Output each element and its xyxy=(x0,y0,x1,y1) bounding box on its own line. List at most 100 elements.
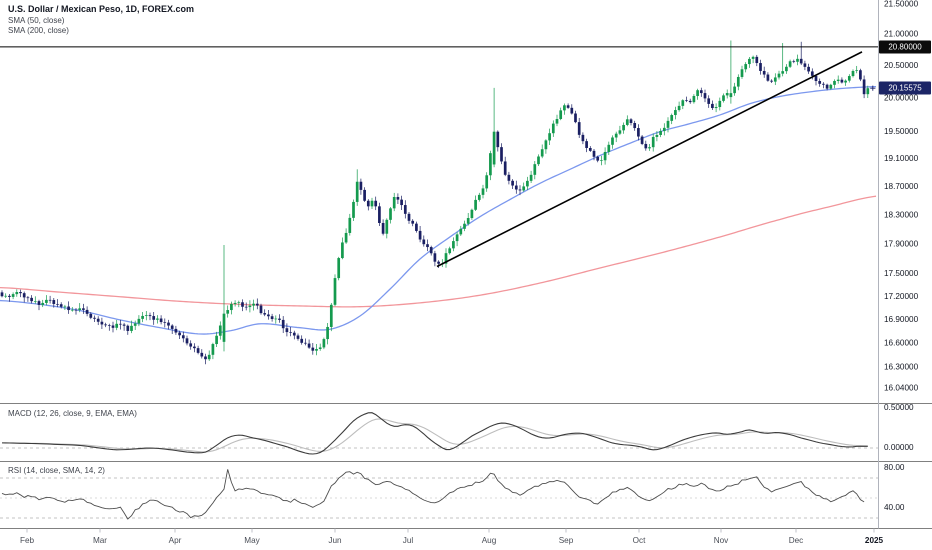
candle-body xyxy=(681,100,685,106)
candle-body xyxy=(740,69,744,77)
time-tick-label: Dec xyxy=(789,536,804,545)
candle-body xyxy=(429,247,433,254)
candle-body xyxy=(96,318,100,322)
time-tick-label: Jul xyxy=(403,536,414,545)
candle-body xyxy=(574,113,577,123)
candle-body xyxy=(807,66,810,72)
candle-body xyxy=(651,136,655,148)
candle-body xyxy=(540,149,544,157)
candle-body xyxy=(85,309,89,314)
candle-body xyxy=(244,306,248,308)
candle-body xyxy=(703,93,707,99)
sma50-legend[interactable]: SMA (50, close) xyxy=(8,16,65,25)
candle-body xyxy=(847,76,851,81)
candle-body xyxy=(126,325,130,331)
macd-tick-label: 0.50000 xyxy=(884,403,914,412)
panel-frame xyxy=(0,0,932,529)
sma200-line xyxy=(0,195,877,308)
candle-body xyxy=(133,323,137,326)
time-tick-label: Feb xyxy=(20,536,35,545)
candle-body xyxy=(82,308,85,310)
candle-body xyxy=(533,164,537,175)
candle-body xyxy=(548,133,551,141)
candle-body xyxy=(200,352,204,357)
candle-body xyxy=(600,160,603,161)
macd-signal-line xyxy=(1,418,868,453)
candle-body xyxy=(836,79,840,81)
candle-body xyxy=(26,297,30,299)
macd-panel[interactable] xyxy=(0,412,878,455)
candle-body xyxy=(696,90,699,97)
candle-body xyxy=(111,325,115,328)
trendline-drawing[interactable] xyxy=(436,51,863,268)
candles[interactable] xyxy=(0,40,870,365)
candle-body xyxy=(281,319,285,329)
candle-body xyxy=(119,323,122,325)
candle-body xyxy=(418,230,422,240)
candle-body xyxy=(137,318,141,324)
candle-body xyxy=(8,295,11,297)
candle-body xyxy=(840,79,844,83)
candle-body xyxy=(426,244,429,248)
candle-body xyxy=(156,318,159,320)
candle-body xyxy=(170,325,174,329)
candle-body xyxy=(666,120,670,128)
candle-body xyxy=(529,174,533,181)
candle-body xyxy=(267,314,270,317)
candle-body xyxy=(770,80,773,82)
time-tick-label: Nov xyxy=(714,536,729,545)
symbol-title[interactable]: U.S. Dollar / Mexican Peso, 1D, FOREX.co… xyxy=(8,4,194,14)
candle-body xyxy=(59,304,63,307)
candle-body xyxy=(74,309,78,311)
candle-body xyxy=(241,302,244,307)
time-tick-label: Apr xyxy=(169,536,182,545)
candle-body xyxy=(644,143,648,149)
candle-body xyxy=(185,338,189,344)
candle-body xyxy=(822,83,825,85)
candle-body xyxy=(15,292,19,295)
candle-body xyxy=(526,180,529,187)
candle-body xyxy=(322,339,326,348)
candle-body xyxy=(674,110,677,116)
candle-body xyxy=(326,326,329,340)
time-axis[interactable]: Feb Mar Apr May Jun Jul Aug Sep Oct Nov Dec 2025 xyxy=(20,528,884,546)
rsi-panel[interactable] xyxy=(0,469,878,520)
candle-body xyxy=(688,100,692,103)
candle-body xyxy=(385,219,389,234)
time-tick-label: Oct xyxy=(633,536,646,545)
price-axis[interactable]: 21.50000 21.00000 20.50000 20.00000 19.50000… xyxy=(884,0,919,512)
candle-body xyxy=(736,76,740,87)
price-tick-label: 17.20000 xyxy=(884,292,919,301)
candle-body xyxy=(744,64,748,70)
candle-body xyxy=(862,79,866,95)
candle-body xyxy=(329,304,333,327)
candle-body xyxy=(859,70,862,80)
hline-price-badge: 20.80000 xyxy=(879,40,931,54)
sma200-legend[interactable]: SMA (200, close) xyxy=(8,26,69,35)
candle-body xyxy=(207,354,211,360)
candle-body xyxy=(30,297,33,302)
candle-body xyxy=(259,305,263,314)
rsi-legend[interactable]: RSI (14, close, SMA, 14, 2) xyxy=(8,466,105,475)
candle-body xyxy=(392,196,396,209)
candle-body xyxy=(130,325,133,331)
candle-body xyxy=(93,317,96,319)
candle-body xyxy=(78,308,82,311)
macd-legend[interactable]: MACD (12, 26, close, 9, EMA, EMA) xyxy=(8,409,137,418)
candle-body xyxy=(714,107,718,109)
main-price-panel[interactable] xyxy=(0,40,878,365)
candle-body xyxy=(459,228,463,235)
candle-body xyxy=(274,318,278,320)
time-tick-label: Mar xyxy=(93,536,107,545)
sma50-line xyxy=(0,85,877,335)
candle-body xyxy=(437,261,440,264)
candle-body xyxy=(181,335,185,339)
candle-body xyxy=(381,222,385,234)
candle-body xyxy=(304,342,307,344)
candle-body xyxy=(781,71,785,74)
candle-body xyxy=(762,70,766,75)
candle-body xyxy=(544,140,548,150)
candle-body xyxy=(640,136,644,144)
